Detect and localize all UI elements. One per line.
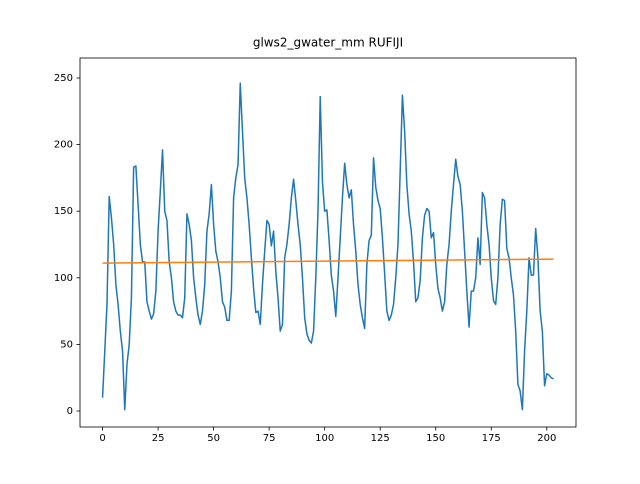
- x-tick-label: 50: [207, 433, 220, 444]
- y-tick-label: 50: [60, 339, 73, 350]
- x-tick-label: 200: [537, 433, 556, 444]
- series-line: [102, 258, 554, 264]
- y-tick-label: 100: [54, 273, 73, 284]
- x-tick-label: 150: [426, 433, 445, 444]
- x-tick-label: 75: [263, 433, 276, 444]
- y-tick-label: 250: [54, 73, 73, 84]
- x-tick-label: 0: [99, 433, 105, 444]
- y-tick-label: 0: [67, 406, 73, 417]
- chart-title: glws2_gwater_mm RUFIJI: [253, 36, 403, 50]
- y-tick-label: 200: [54, 140, 73, 151]
- y-tick-label: 150: [54, 206, 73, 217]
- series-line: [101, 82, 554, 411]
- plot-frame: [79, 57, 577, 428]
- x-tick-label: 100: [315, 433, 334, 444]
- x-tick-label: 175: [482, 433, 501, 444]
- x-tick-label: 25: [152, 433, 165, 444]
- x-tick-label: 125: [371, 433, 390, 444]
